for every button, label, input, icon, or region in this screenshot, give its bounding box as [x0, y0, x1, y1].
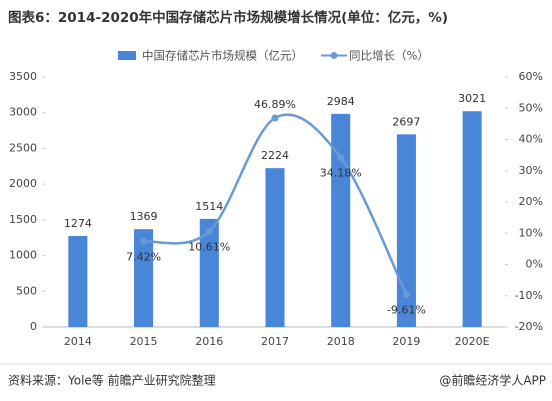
bar: [462, 111, 482, 327]
growth-value-label: 7.42%: [126, 250, 161, 263]
y-tick-label: 500: [16, 284, 37, 297]
growth-marker: [205, 227, 213, 235]
chart-title: 图表6：2014-2020年中国存储芯片市场规模增长情况(单位：亿元，%): [8, 9, 448, 26]
growth-marker: [140, 237, 148, 245]
y2-tick-label: -20%: [515, 320, 543, 333]
footer-source: 资料来源：Yole等 前瞻产业研究院整理: [8, 373, 216, 388]
bar-value-label: 2697: [392, 115, 420, 128]
x-tick-label: 2015: [130, 335, 158, 348]
bar-value-label: 2224: [261, 149, 289, 162]
y-tick-label: 1500: [9, 213, 37, 226]
y2-tick-label: -10%: [515, 289, 543, 302]
y-tick-label: 0: [30, 320, 37, 333]
bar: [199, 218, 219, 327]
x-tick-label: 2018: [327, 335, 355, 348]
legend-swatch: [118, 51, 136, 60]
y2-tick-label: 0%: [526, 258, 543, 271]
bar-value-label: 3021: [458, 92, 486, 105]
bar: [68, 236, 88, 327]
legend-label: 同比增长（%）: [349, 49, 429, 63]
y2-tick-label: 40%: [519, 133, 543, 146]
bar: [396, 134, 416, 327]
y-tick-label: 3000: [9, 106, 37, 119]
y2-tick-label: 60%: [519, 70, 543, 83]
bar-value-label: 1369: [130, 210, 158, 223]
bar-value-label: 1274: [64, 217, 92, 230]
growth-value-label: 46.89%: [254, 98, 296, 111]
legend-label: 中国存储芯片市场规模（亿元）: [142, 49, 303, 63]
footer-credit: @前瞻经济学人APP: [439, 373, 546, 388]
growth-marker: [271, 114, 279, 122]
y-tick-label: 2000: [9, 177, 37, 190]
y2-tick-label: 30%: [519, 164, 543, 177]
x-tick-label: 2020E: [455, 335, 490, 348]
growth-value-label: 34.18%: [320, 167, 362, 180]
bar: [134, 229, 154, 327]
bar-value-label: 1514: [195, 200, 223, 213]
x-tick-label: 2019: [392, 335, 420, 348]
growth-marker: [402, 291, 410, 299]
y2-tick-label: 20%: [519, 195, 543, 208]
bar-value-label: 2984: [327, 95, 355, 108]
growth-value-label: 10.61%: [188, 240, 230, 253]
y-tick-label: 1000: [9, 249, 37, 262]
y-tick-label: 3500: [9, 70, 37, 83]
x-tick-label: 2017: [261, 335, 289, 348]
y2-tick-label: 10%: [519, 226, 543, 239]
bar: [331, 113, 351, 327]
x-tick-label: 2014: [64, 335, 92, 348]
y2-tick-label: 50%: [519, 101, 543, 114]
bar: [265, 168, 285, 327]
growth-value-label: -9.61%: [387, 304, 426, 317]
x-tick-label: 2016: [195, 335, 223, 348]
legend-marker: [330, 52, 338, 59]
y-tick-label: 2500: [9, 141, 37, 154]
growth-marker: [337, 154, 345, 162]
